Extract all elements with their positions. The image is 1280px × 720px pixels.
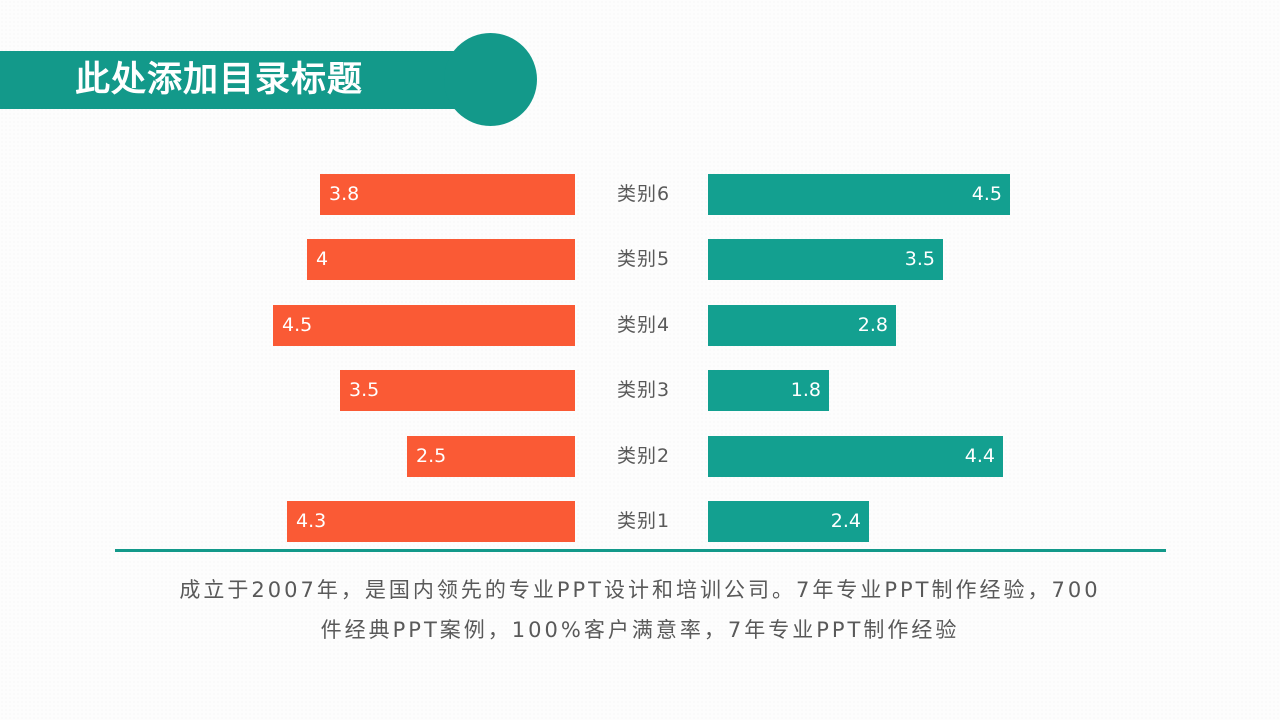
description-line-2: 件经典PPT案例，100%客户满意率，7年专业PPT制作经验 [320, 618, 960, 642]
butterfly-bar-chart: 3.8 类别6 4.5 4 类别5 3.5 4.5 类别4 2.8 3.5 类别3 1.8 2.5 类别2… [0, 174, 1280, 542]
bar-right-series: 2.8 [708, 304, 896, 346]
bar-left-series: 4 [307, 239, 575, 281]
page-title: 此处添加目录标题 [75, 60, 364, 100]
bar-value-label: 3.5 [904, 248, 935, 271]
banner-circle-decoration [444, 33, 537, 126]
category-label: 类别1 [617, 510, 671, 532]
bar-value-label: 3.5 [349, 379, 380, 402]
bar-left-series: 2.5 [407, 435, 575, 477]
chart-row: 4.3 类别1 2.4 [0, 501, 1280, 542]
chart-row: 4.5 类别4 2.8 [0, 304, 1280, 346]
bar-value-label: 2.8 [857, 313, 888, 336]
bar-value-label: 3.8 [329, 183, 360, 205]
chart-row: 2.5 类别2 4.4 [0, 435, 1280, 477]
bar-value-label: 2.5 [416, 444, 447, 467]
bar-value-label: 2.4 [830, 510, 861, 532]
category-label: 类别2 [617, 444, 671, 467]
bar-left-series: 4.5 [273, 304, 575, 346]
chart-row: 4 类别5 3.5 [0, 239, 1280, 281]
bar-value-label: 4.5 [971, 183, 1002, 205]
bar-right-series: 4.5 [708, 174, 1010, 215]
bar-left-series: 3.8 [320, 174, 575, 215]
description-text: 成立于2007年，是国内领先的专业PPT设计和培训公司。7年专业PPT制作经验，… [100, 570, 1180, 650]
divider-line [115, 549, 1166, 552]
category-label: 类别4 [617, 313, 671, 336]
title-banner [0, 51, 480, 109]
bar-right-series: 4.4 [708, 435, 1003, 477]
bar-value-label: 1.8 [790, 379, 821, 402]
chart-row: 3.8 类别6 4.5 [0, 174, 1280, 215]
bar-right-series: 2.4 [708, 501, 869, 542]
category-label: 类别6 [617, 183, 671, 205]
bar-left-series: 3.5 [340, 370, 575, 412]
bar-left-series: 4.3 [287, 501, 575, 542]
bar-value-label: 4 [316, 248, 329, 271]
category-label: 类别5 [617, 248, 671, 271]
description-line-1: 成立于2007年，是国内领先的专业PPT设计和培训公司。7年专业PPT制作经验，… [179, 578, 1101, 602]
category-label: 类别3 [617, 379, 671, 402]
bar-value-label: 4.5 [282, 313, 313, 336]
bar-right-series: 1.8 [708, 370, 829, 412]
bar-value-label: 4.4 [964, 444, 995, 467]
chart-row: 3.5 类别3 1.8 [0, 370, 1280, 412]
bar-right-series: 3.5 [708, 239, 943, 281]
bar-value-label: 4.3 [296, 510, 327, 532]
